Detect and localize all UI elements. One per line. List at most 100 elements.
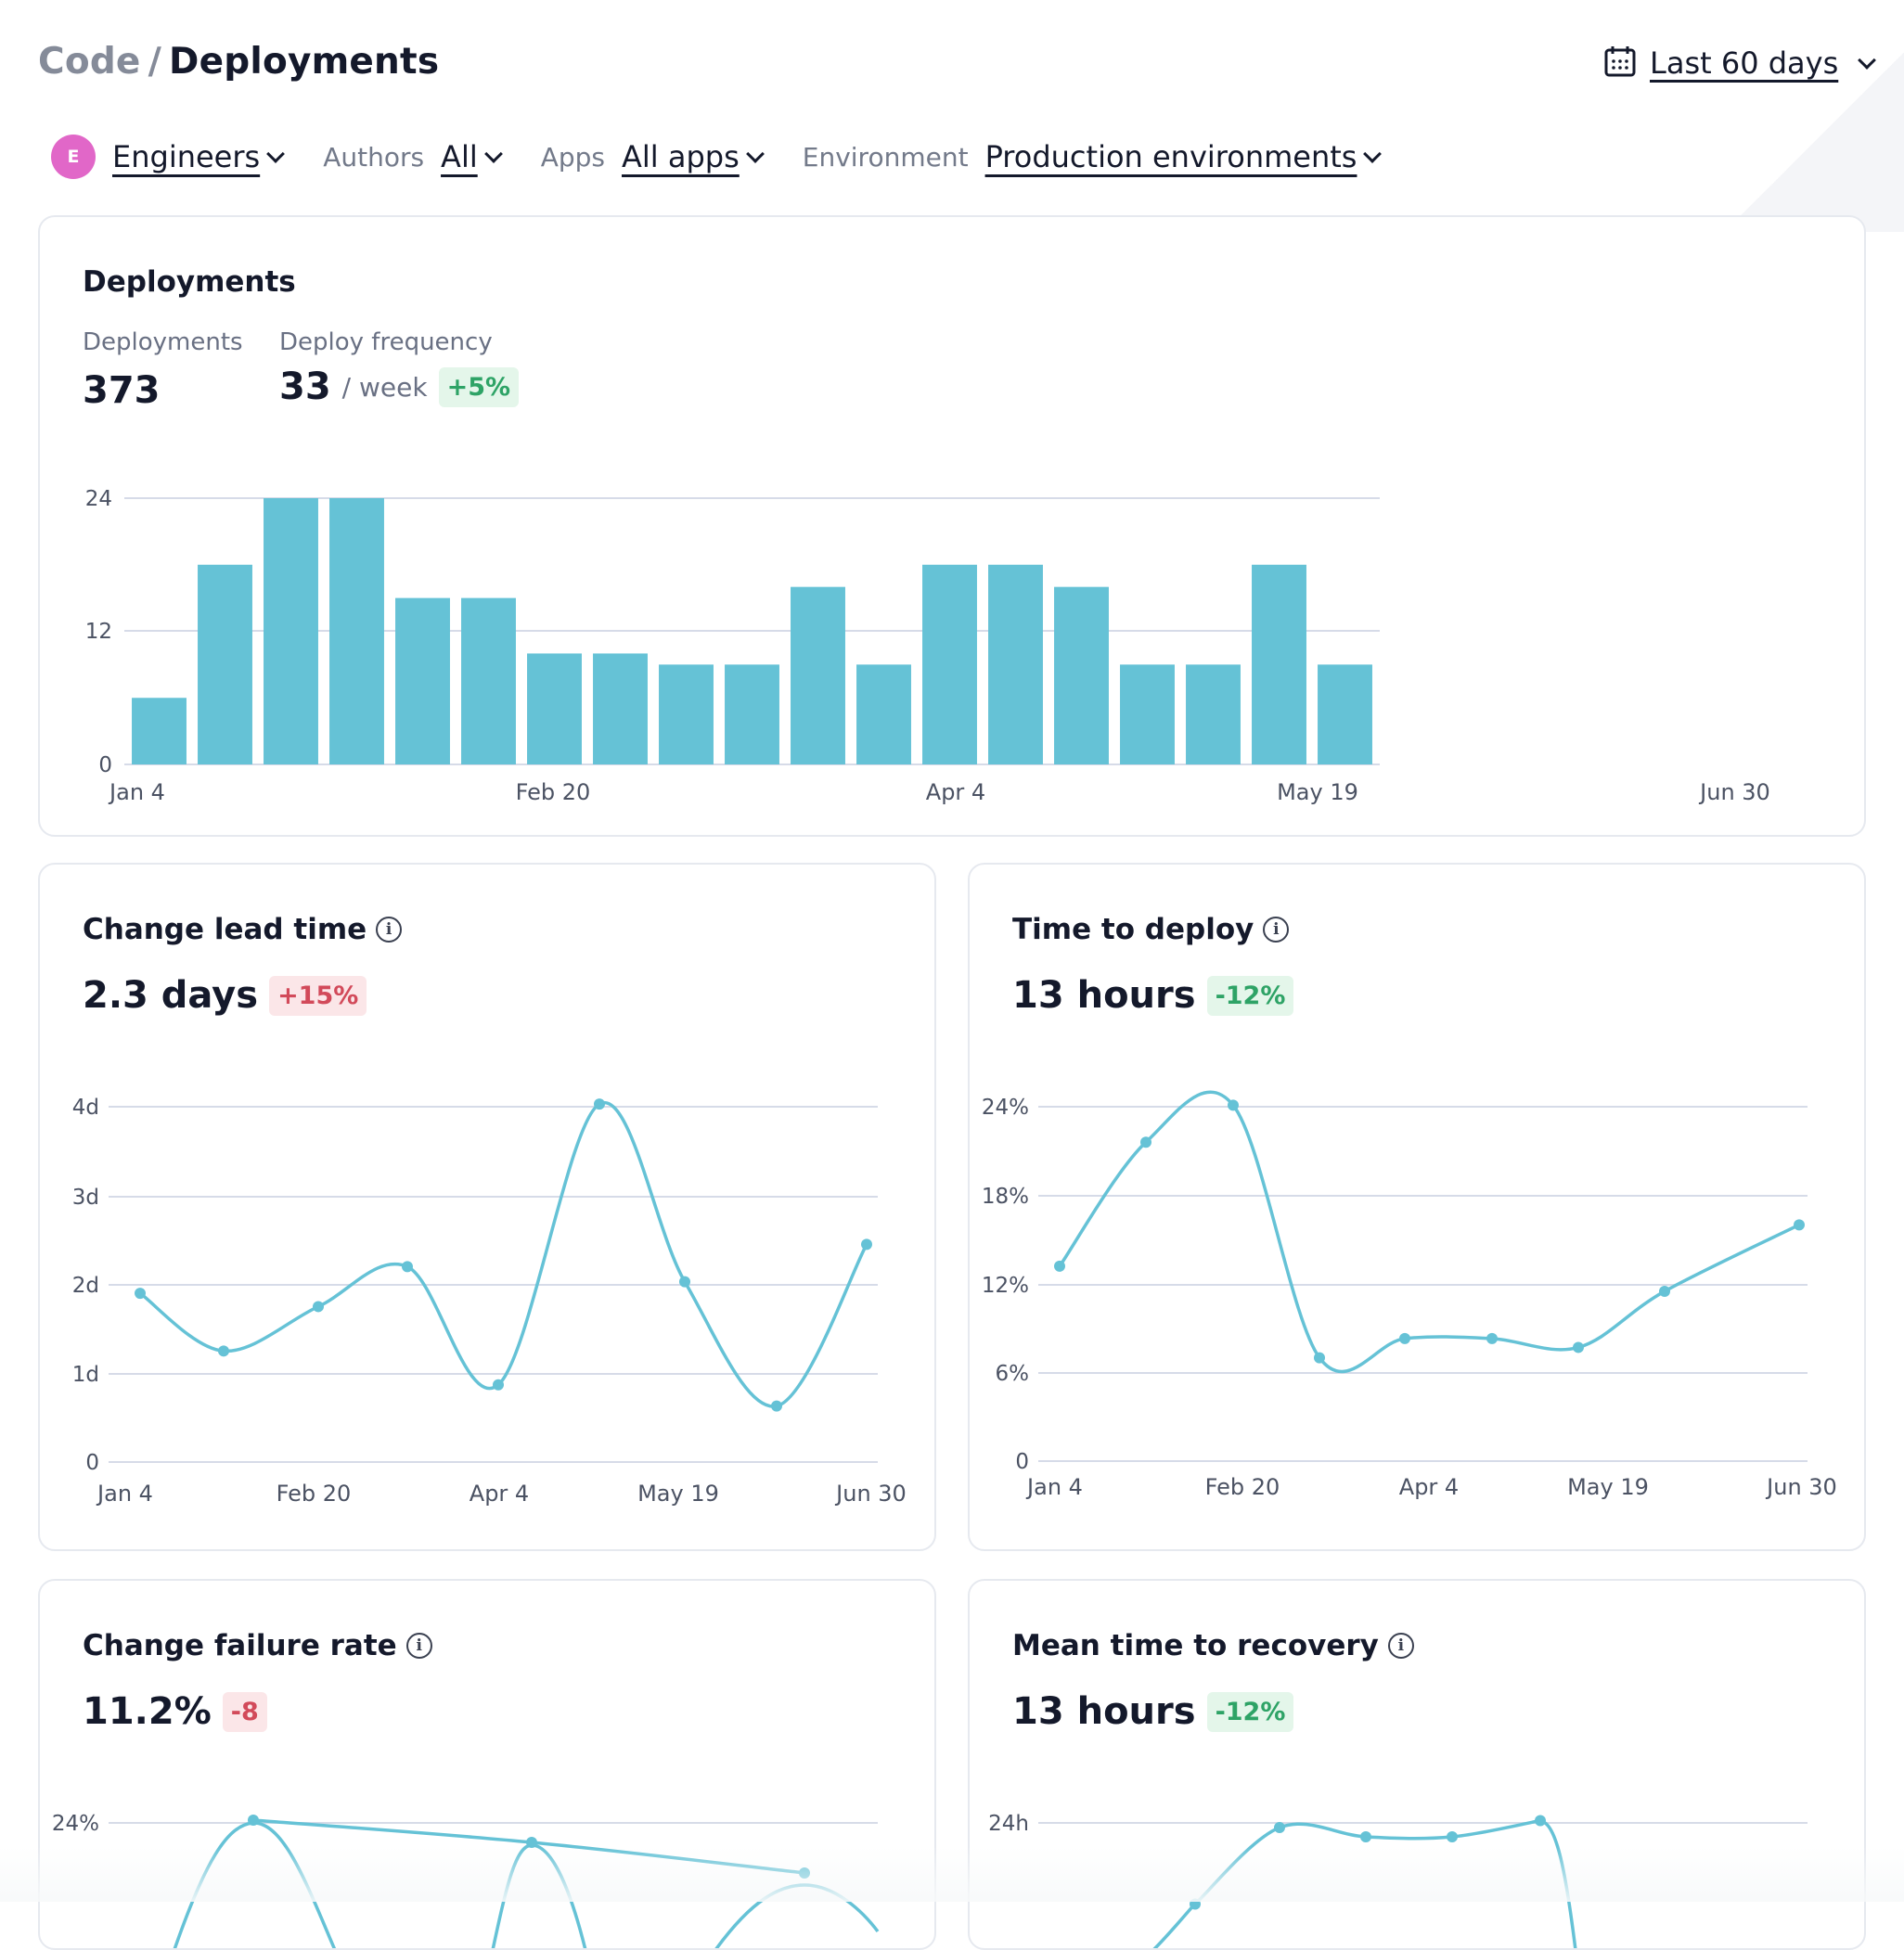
page-title: Deployments	[169, 41, 440, 83]
environment-select[interactable]: Production environments	[984, 139, 1357, 174]
y-tick-label: 2d	[72, 1274, 99, 1298]
x-tick-label: May 19	[637, 1481, 719, 1507]
x-tick-label: Apr 4	[1399, 1474, 1459, 1500]
card-title-text: Mean time to recovery	[1012, 1629, 1379, 1662]
date-range-picker[interactable]: Last 60 days	[1603, 45, 1877, 82]
change-lead-time-change-badge: +15%	[269, 975, 367, 1016]
change-lead-time-value: 2.3 days	[83, 974, 259, 1017]
data-point	[1274, 1822, 1285, 1833]
bar	[1186, 664, 1241, 764]
data-point	[679, 1276, 690, 1288]
y-tick-label: 18%	[982, 1185, 1029, 1209]
breadcrumb: Code / Deployments	[38, 41, 439, 83]
data-point	[135, 1288, 146, 1300]
apps-select[interactable]: All apps	[622, 139, 740, 174]
bar	[1120, 664, 1175, 764]
breadcrumb-separator: /	[148, 41, 162, 83]
mean-time-to-recovery-card: Mean time to recovery i 13 hours -12% 24…	[968, 1579, 1866, 1950]
deploy-frequency: 33 / week +5%	[279, 366, 520, 408]
time-to-deploy-card: Time to deploy i 13 hours -12% 0 6% 12% 18%…	[968, 863, 1866, 1551]
data-point	[861, 1238, 872, 1251]
chevron-down-icon	[483, 145, 503, 163]
change-lead-time-line-chart: 0 1d 2d 3d 4d Jan 4 Feb 20 Apr 4 May 19 Jun 30	[72, 1096, 907, 1507]
breadcrumb-root[interactable]: Code	[38, 41, 141, 83]
info-icon[interactable]: i	[1387, 1633, 1414, 1659]
bar	[461, 597, 516, 764]
chevron-down-icon	[1363, 145, 1383, 163]
authors-filter[interactable]: Authors All	[323, 139, 504, 174]
change-failure-rate-line-chart: 24%	[52, 1812, 880, 1948]
y-tick-label: 24%	[982, 1096, 1029, 1120]
y-tick-label: 24h	[988, 1812, 1029, 1836]
data-point	[1140, 1136, 1151, 1148]
mean-time-to-recovery-value: 13 hours	[1012, 1690, 1196, 1733]
x-tick-label: Jan 4	[1025, 1474, 1083, 1500]
change-lead-time-card: Change lead time i 2.3 days +15% 0 1d 2d 3d…	[38, 863, 936, 1551]
info-icon[interactable]: i	[376, 917, 403, 943]
series-line	[491, 1843, 587, 1948]
deployments-count-label: Deployments	[83, 328, 243, 356]
x-tick-label: Feb 20	[1205, 1474, 1280, 1500]
calendar-icon	[1603, 45, 1637, 82]
x-tick-label: Feb 20	[277, 1481, 352, 1507]
info-icon[interactable]: i	[405, 1633, 432, 1659]
change-failure-rate-change-badge: -8	[222, 1691, 267, 1732]
data-point	[402, 1261, 413, 1273]
y-tick-label: 1d	[72, 1363, 99, 1387]
change-lead-time-metric: 2.3 days +15%	[83, 974, 367, 1017]
bar	[198, 564, 252, 764]
data-point	[1399, 1332, 1410, 1344]
change-failure-rate-metric: 11.2% -8	[83, 1690, 267, 1733]
data-point	[218, 1345, 229, 1357]
deploy-frequency-value: 33	[279, 366, 331, 408]
date-range-label: Last 60 days	[1650, 45, 1839, 81]
series-line	[138, 1100, 868, 1408]
filter-bar: E Engineers Authors All Apps All apps En…	[51, 132, 1420, 182]
time-to-deploy-title: Time to deploy i	[1012, 913, 1290, 946]
series-line	[714, 1883, 880, 1948]
data-point	[1659, 1285, 1670, 1297]
time-to-deploy-value: 13 hours	[1012, 974, 1196, 1017]
card-title-text: Change lead time	[83, 913, 367, 946]
x-tick-label: Jan 4	[108, 779, 165, 805]
data-point	[1314, 1352, 1325, 1364]
chevron-down-icon	[266, 145, 286, 163]
bar	[791, 586, 845, 764]
x-tick-label: Jan 4	[96, 1481, 153, 1507]
mean-time-to-recovery-title: Mean time to recovery i	[1012, 1629, 1414, 1662]
deployments-count: 373	[83, 369, 161, 412]
deployments-card-title: Deployments	[83, 265, 296, 299]
change-lead-time-title: Change lead time i	[83, 913, 403, 946]
change-failure-rate-title: Change failure rate i	[83, 1629, 432, 1662]
time-to-deploy-line-chart: 0 6% 12% 18% 24% Jan 4 Feb 20 Apr 4 May 19 Jun 30	[982, 1090, 1837, 1500]
team-filter[interactable]: E Engineers	[51, 135, 286, 179]
x-tick-label: May 19	[1277, 779, 1358, 805]
series-line	[1058, 1090, 1800, 1374]
team-select[interactable]: Engineers	[112, 139, 261, 174]
series-line	[1539, 1819, 1577, 1948]
environment-filter[interactable]: Environment Production environments	[803, 139, 1383, 174]
data-point	[1486, 1332, 1498, 1344]
bar	[725, 664, 779, 764]
apps-filter[interactable]: Apps All apps	[541, 139, 765, 174]
x-tick-label: Jun 30	[1698, 779, 1770, 805]
deploy-frequency-label: Deploy frequency	[279, 328, 493, 356]
mean-time-to-recovery-metric: 13 hours -12%	[1012, 1690, 1294, 1733]
authors-select[interactable]: All	[441, 139, 478, 174]
bar	[1252, 564, 1306, 764]
bar	[988, 564, 1043, 764]
chevron-down-icon	[745, 145, 765, 163]
data-point	[771, 1400, 782, 1412]
bar	[329, 498, 384, 764]
change-failure-rate-card: Change failure rate i 11.2% -8 24%	[38, 1579, 936, 1950]
data-point	[594, 1098, 605, 1110]
deploy-frequency-unit: / week	[341, 371, 428, 403]
environment-label: Environment	[802, 141, 969, 173]
time-to-deploy-change-badge: -12%	[1206, 975, 1294, 1016]
card-title-text: Time to deploy	[1012, 913, 1254, 946]
info-icon[interactable]: i	[1263, 917, 1290, 943]
deployments-card: Deployments Deployments 373 Deploy frequ…	[38, 215, 1866, 837]
data-point	[493, 1379, 504, 1391]
x-tick-label: Jun 30	[834, 1481, 907, 1507]
y-tick-label: 0	[98, 753, 112, 777]
